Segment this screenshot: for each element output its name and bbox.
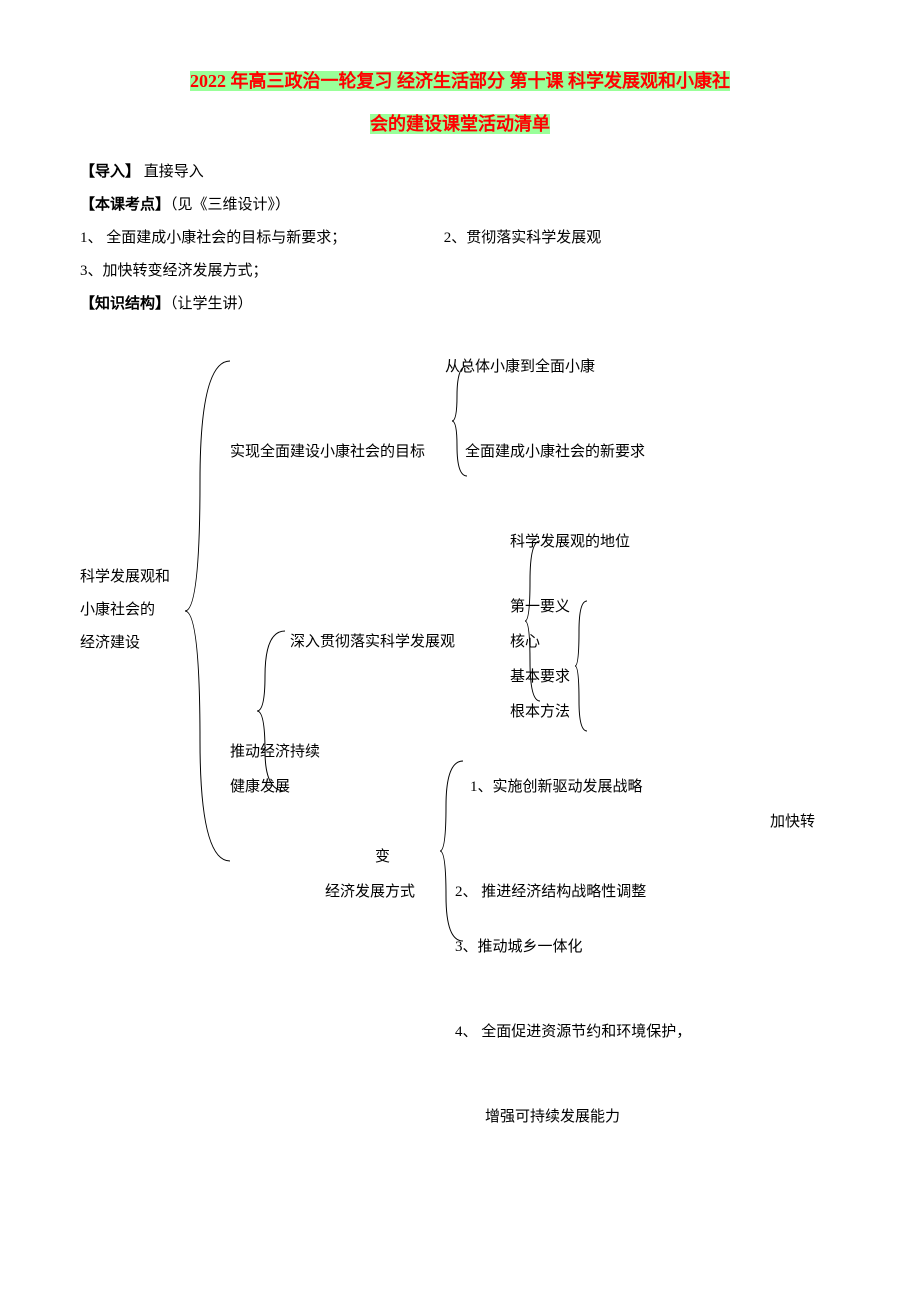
title-highlight-1: 2022 年高三政治一轮复习 经济生活部分 第十课 科学发展观和小康社 [190, 71, 730, 91]
branch1-sub1: 从总体小康到全面小康 [445, 351, 595, 384]
point-3: 3、加快转变经济发展方式； [80, 255, 840, 288]
branch3-mid: 变 [375, 841, 390, 874]
branch3-l2: 健康发展 [230, 771, 290, 804]
doc-title-line2: 会的建设课堂活动清单 [80, 103, 840, 146]
branch3-brace-items [438, 751, 468, 951]
branch3-item2: 2、 推进经济结构战略性调整 [455, 876, 646, 909]
branch2-sub2: 第一要义 [510, 591, 570, 624]
lead-label: 【导入】 [80, 164, 140, 180]
points-row: 1、 全面建成小康社会的目标与新要求； 2、贯彻落实科学发展观 [80, 222, 840, 255]
branch2-sub3: 核心 [510, 626, 540, 659]
point-2: 2、贯彻落实科学发展观 [444, 230, 602, 246]
root-node: 科学发展观和 小康社会的 经济建设 [80, 561, 170, 660]
branch3-item3: 3、推动城乡一体化 [455, 931, 583, 964]
structure-line: 【知识结构】（让学生讲） [80, 288, 840, 321]
point-1: 1、 全面建成小康社会的目标与新要求； [80, 222, 440, 255]
branch2-label: 深入贯彻落实科学发展观 [290, 626, 455, 659]
branch1-sub2: 全面建成小康社会的新要求 [465, 436, 645, 469]
root-l3: 经济建设 [80, 627, 170, 660]
branch3-item1: 1、实施创新驱动发展战略 [470, 771, 643, 804]
struct-label: 【知识结构】 [80, 296, 170, 312]
branch2-sub4: 基本要求 [510, 661, 570, 694]
branch3-l1: 推动经济持续 [230, 736, 320, 769]
branch3-item5: 增强可持续发展能力 [485, 1101, 620, 1134]
exam-text: （见《三维设计》） [170, 197, 290, 213]
exam-label: 【本课考点】 [80, 197, 170, 213]
branch3-bottom: 经济发展方式 [325, 876, 415, 909]
lead-in-line: 【导入】 直接导入 [80, 156, 840, 189]
branch3-right: 加快转 [770, 806, 815, 839]
struct-text: （让学生讲） [170, 296, 253, 312]
exam-points-line: 【本课考点】（见《三维设计》） [80, 189, 840, 222]
lead-text: 直接导入 [140, 164, 204, 180]
title-highlight-2: 会的建设课堂活动清单 [370, 114, 550, 134]
branch1-title: 实现全面建设小康社会的目标 [230, 436, 425, 469]
branch2-sub5: 根本方法 [510, 696, 570, 729]
knowledge-diagram: 科学发展观和 小康社会的 经济建设 实现全面建设小康社会的目标 从总体小康到全面… [80, 351, 840, 1171]
branch2-brace-inner [575, 596, 590, 736]
branch3-item4: 4、 全面促进资源节约和环境保护， [455, 1016, 691, 1049]
root-l1: 科学发展观和 [80, 561, 170, 594]
root-l2: 小康社会的 [80, 594, 170, 627]
doc-title-line1: 2022 年高三政治一轮复习 经济生活部分 第十课 科学发展观和小康社 [80, 60, 840, 103]
document-page: 2022 年高三政治一轮复习 经济生活部分 第十课 科学发展观和小康社 会的建设… [0, 0, 920, 1211]
intro-section: 【导入】 直接导入 【本课考点】（见《三维设计》） 1、 全面建成小康社会的目标… [80, 156, 840, 321]
